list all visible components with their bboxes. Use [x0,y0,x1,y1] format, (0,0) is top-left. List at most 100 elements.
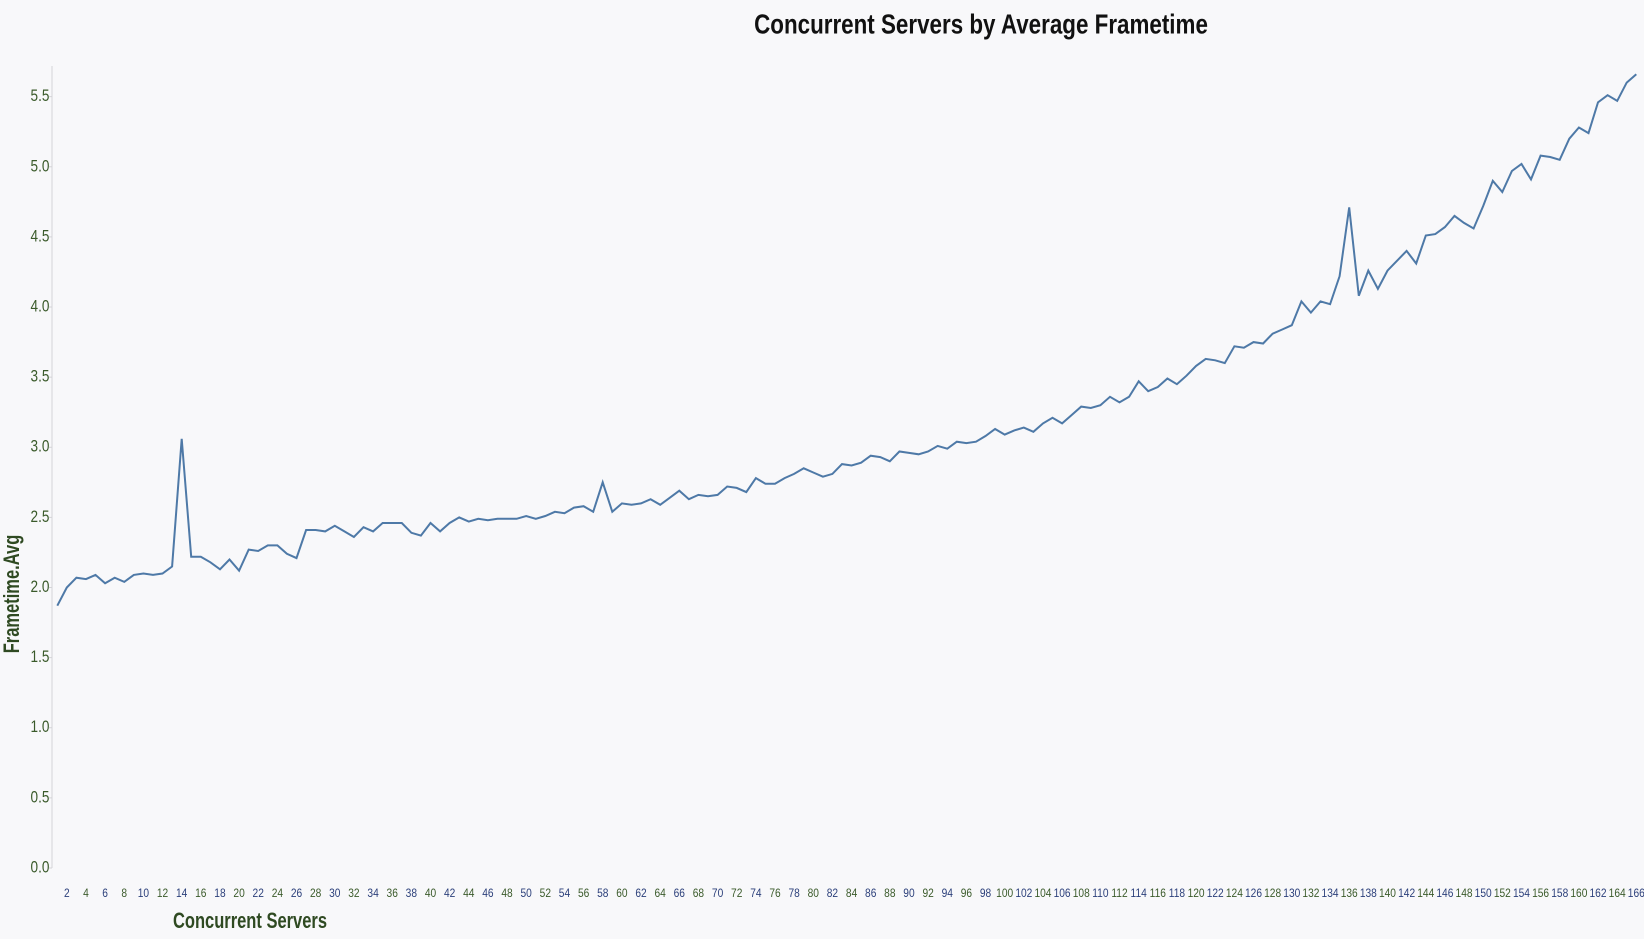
x-tick-label: 72 [731,887,742,900]
y-tick-label: 5.0 [31,157,50,176]
x-tick-label: 140 [1379,887,1396,900]
x-tick-label: 126 [1245,887,1262,900]
x-tick-label: 18 [214,887,225,900]
x-tick-label: 2 [64,887,70,900]
y-axis-label: Frametime.Avg [0,535,24,654]
x-tick-label: 44 [463,887,474,900]
x-tick-label: 78 [788,887,799,900]
x-tick-label: 30 [329,887,340,900]
x-tick-label: 142 [1398,887,1415,900]
x-tick-label: 162 [1590,887,1607,900]
x-tick-label: 84 [846,887,857,900]
y-tick-label: 0.0 [31,858,50,877]
x-tick-label: 88 [884,887,895,900]
x-tick-label: 32 [348,887,359,900]
x-tick-label: 66 [674,887,685,900]
x-tick-label: 50 [521,887,532,900]
x-tick-label: 28 [310,887,321,900]
x-tick-label: 22 [253,887,264,900]
x-tick-label: 54 [559,887,570,900]
x-tick-label: 38 [406,887,417,900]
x-tick-label: 14 [176,887,187,900]
x-tick-label: 10 [138,887,149,900]
x-tick-label: 128 [1264,887,1281,900]
x-tick-label: 120 [1188,887,1205,900]
x-tick-label: 58 [597,887,608,900]
x-tick-label: 146 [1436,887,1453,900]
x-tick-label: 46 [482,887,493,900]
y-tick-label: 1.5 [31,648,50,667]
x-tick-label: 52 [540,887,551,900]
x-tick-label: 12 [157,887,168,900]
x-tick-label: 26 [291,887,302,900]
x-tick-label: 8 [121,887,127,900]
y-tick-label: 3.0 [31,437,50,456]
x-tick-label: 90 [903,887,914,900]
x-tick-label: 40 [425,887,436,900]
x-tick-label: 138 [1360,887,1377,900]
x-tick-label: 136 [1341,887,1358,900]
y-tick-label: 2.5 [31,508,50,527]
x-tick-label: 154 [1513,887,1530,900]
x-tick-label: 134 [1322,887,1339,900]
x-tick-label: 64 [655,887,666,900]
x-tick-label: 102 [1015,887,1032,900]
x-tick-label: 56 [578,887,589,900]
x-axis-label: Concurrent Servers [173,909,327,934]
x-tick-label: 60 [616,887,627,900]
x-tick-label: 36 [387,887,398,900]
x-tick-label: 132 [1302,887,1319,900]
x-tick-label: 118 [1169,887,1185,900]
x-tick-label: 74 [750,887,761,900]
y-tick-label: 0.5 [31,788,50,807]
x-tick-label: 112 [1111,887,1127,900]
x-tick-label: 4 [83,887,89,900]
x-tick-label: 42 [444,887,455,900]
x-tick-label: 156 [1532,887,1549,900]
x-tick-label: 148 [1456,887,1473,900]
x-tick-label: 110 [1092,887,1108,900]
x-tick-label: 144 [1417,887,1434,900]
x-tick-label: 158 [1551,887,1568,900]
line [56,73,1637,607]
x-tick-label: 34 [367,887,378,900]
x-tick-label: 152 [1494,887,1511,900]
y-tick-label: 3.5 [31,367,50,386]
x-tick-label: 6 [102,887,108,900]
y-tick-label: 2.0 [31,578,50,597]
y-tick-label: 4.5 [31,227,50,246]
x-tick-label: 86 [865,887,876,900]
x-tick-label: 116 [1150,887,1166,900]
x-tick-label: 130 [1283,887,1300,900]
chart-title: Concurrent Servers by Average Frametime [754,9,1208,40]
x-tick-label: 96 [961,887,972,900]
x-tick-label: 100 [996,887,1013,900]
x-tick-label: 98 [980,887,991,900]
x-tick-label: 24 [272,887,283,900]
x-tick-label: 92 [922,887,933,900]
x-tick-label: 80 [808,887,819,900]
x-tick-label: 150 [1475,887,1492,900]
x-tick-label: 124 [1226,887,1243,900]
y-tick-label: 5.5 [31,87,50,106]
x-tick-label: 106 [1054,887,1071,900]
x-tick-label: 108 [1073,887,1090,900]
x-tick-label: 48 [501,887,512,900]
x-tick-label: 104 [1034,887,1051,900]
x-tick-label: 94 [942,887,953,900]
x-tick-label: 166 [1628,887,1644,900]
x-tick-label: 20 [233,887,244,900]
x-tick-label: 122 [1207,887,1224,900]
x-tick-label: 114 [1131,887,1147,900]
x-tick-label: 16 [195,887,206,900]
x-tick-label: 62 [635,887,646,900]
x-tick-label: 76 [769,887,780,900]
x-tick-label: 70 [712,887,723,900]
y-tick-label: 1.0 [31,718,50,737]
x-tick-label: 82 [827,887,838,900]
y-tick-label: 4.0 [31,297,50,316]
x-tick-label: 68 [693,887,704,900]
x-tick-label: 160 [1570,887,1587,900]
